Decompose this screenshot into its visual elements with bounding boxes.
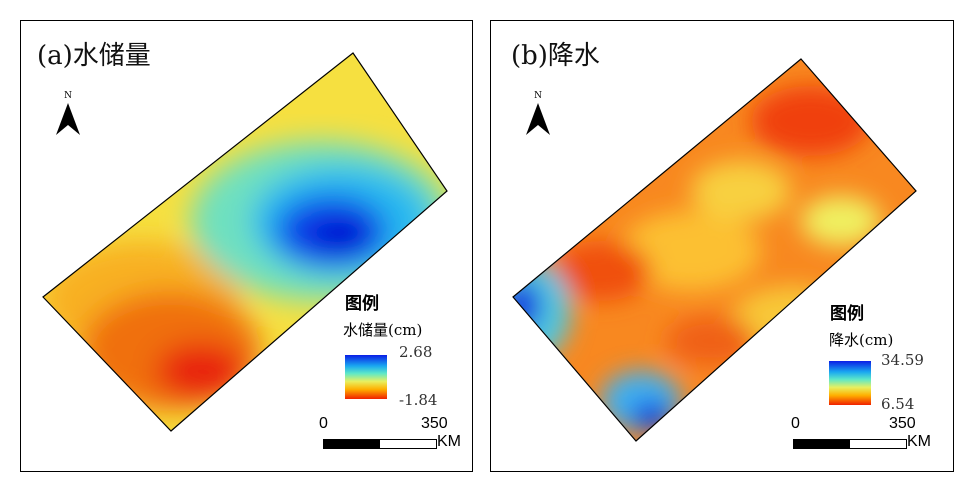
scale-end: 350 [421,415,448,432]
north-arrow-icon [526,103,550,135]
north-label: N [534,91,542,101]
legend-color-ramp [345,355,387,399]
legend-min: 6.54 [881,395,915,413]
north-label: N [64,91,72,101]
scale-unit: KM [907,433,931,450]
north-arrow-icon [56,103,80,135]
north-arrow: N [53,91,83,140]
panel-water-storage: (a)水储量 N 图例 水储量(cm) 2.68 -1.84 0 350 [20,20,473,472]
scale-unit: KM [437,433,461,450]
legend-max: 34.59 [881,351,924,369]
legend-color-ramp [829,361,871,405]
water-storage-map [42,52,448,432]
panel-title: (a)水储量 [37,41,151,71]
panel-precipitation: (b)降水 N 图例 降水(cm [490,20,954,472]
north-arrow: N [523,91,553,140]
panel-title: (b)降水 [511,41,600,71]
legend-title: 图例 [830,304,864,324]
scale-bar [323,439,437,449]
scale-end: 350 [889,415,916,432]
scale-bar [793,439,907,449]
legend-unit: 降水(cm) [829,331,894,349]
scale-start: 0 [319,415,328,432]
legend-unit: 水储量(cm) [343,321,423,339]
legend-title: 图例 [345,294,379,314]
scale-start: 0 [791,415,800,432]
legend-max: 2.68 [399,343,433,361]
legend-min: -1.84 [399,391,438,409]
